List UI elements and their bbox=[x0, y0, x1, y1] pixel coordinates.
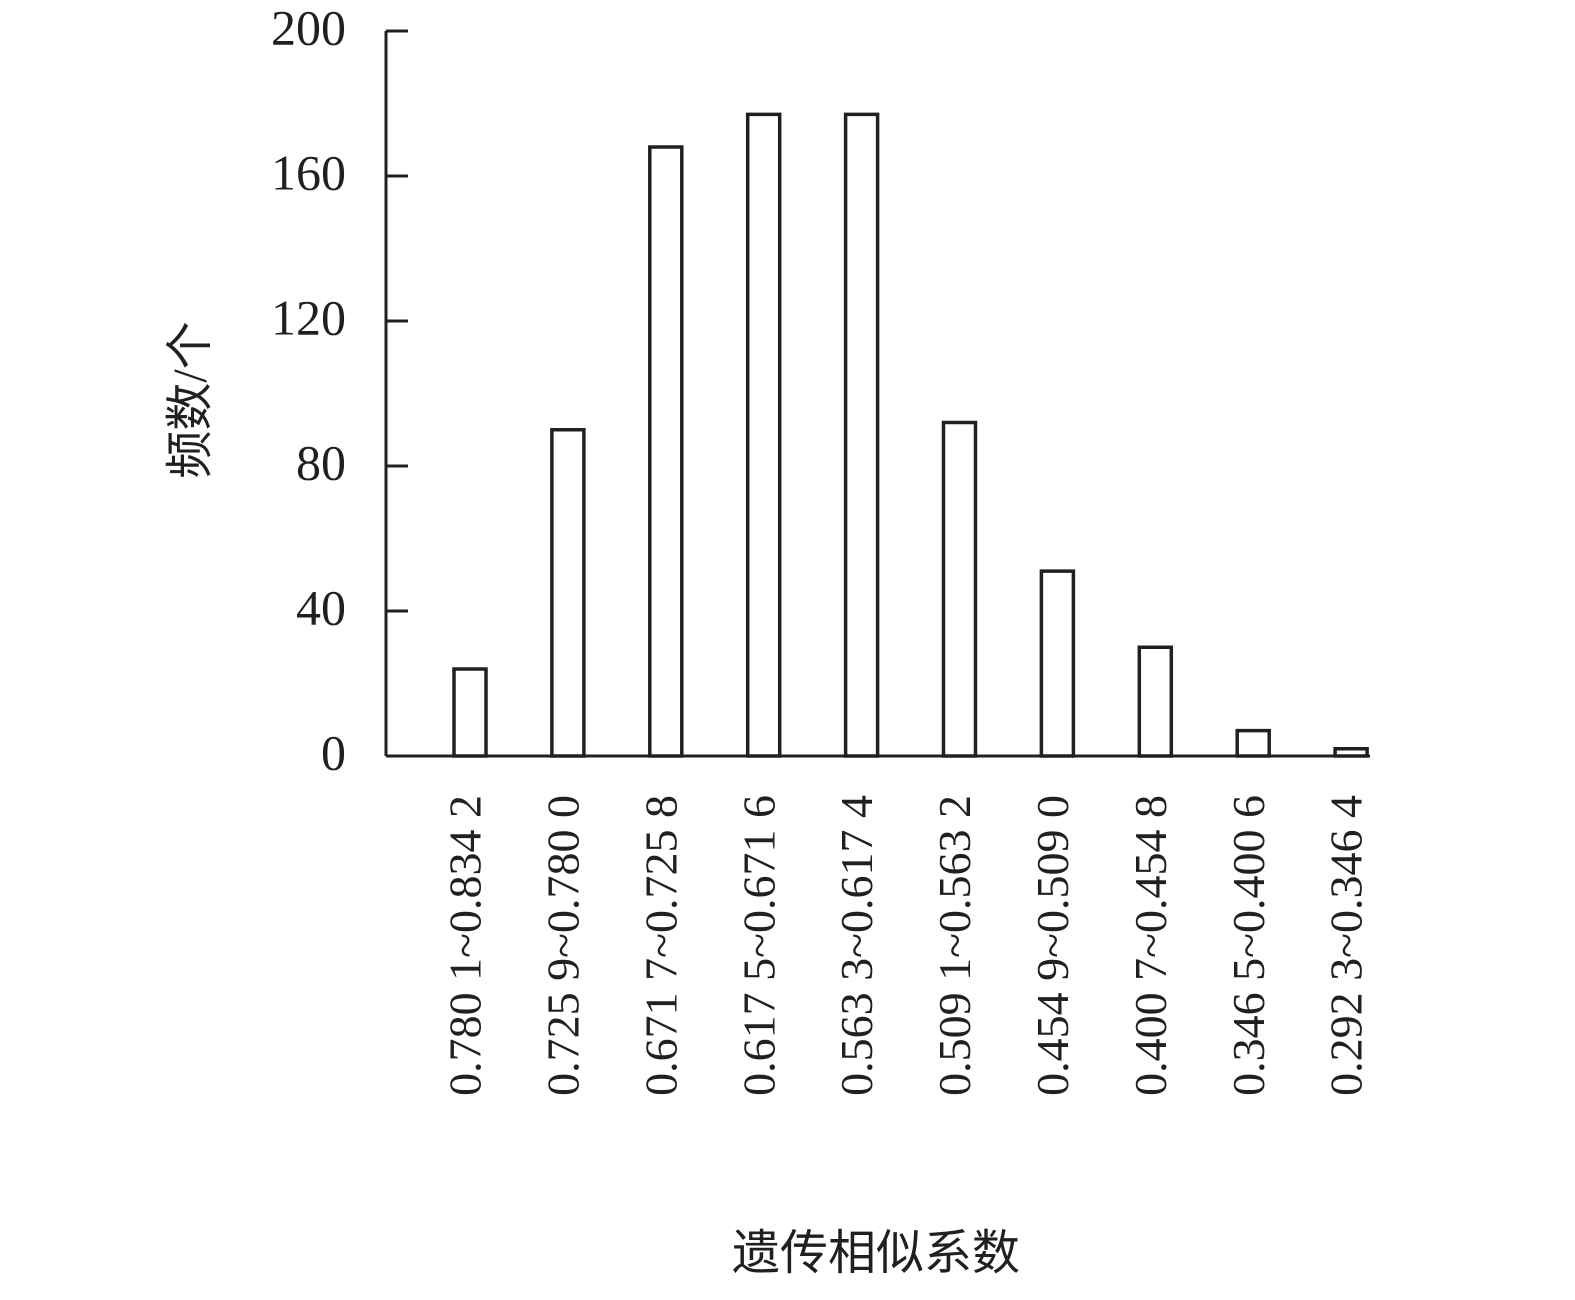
x-tick-label: 0.346 5~0.400 6 bbox=[1223, 795, 1274, 1096]
bar bbox=[745, 112, 782, 758]
bar bbox=[843, 112, 880, 758]
bar bbox=[941, 420, 978, 758]
y-tick-label: 120 bbox=[271, 289, 346, 345]
y-tick-label: 0 bbox=[321, 724, 346, 780]
bar bbox=[648, 145, 684, 758]
bar bbox=[1235, 728, 1271, 758]
bar bbox=[550, 428, 586, 758]
bar bbox=[452, 667, 488, 758]
y-axis-title: 频数/个 bbox=[164, 321, 217, 478]
x-tick-label: 0.509 1~0.563 2 bbox=[929, 795, 980, 1096]
y-tick-label: 160 bbox=[271, 144, 346, 200]
x-tick-label: 0.617 5~0.671 6 bbox=[733, 795, 784, 1096]
x-tick-label: 0.725 9~0.780 0 bbox=[537, 795, 588, 1096]
x-tick-label: 0.563 3~0.617 4 bbox=[831, 795, 882, 1096]
x-tick-label: 0.671 7~0.725 8 bbox=[635, 795, 686, 1096]
x-axis-title: 遗传相似系数 bbox=[732, 1227, 1020, 1280]
bar bbox=[1137, 645, 1174, 758]
y-tick-label: 80 bbox=[296, 434, 346, 490]
bar bbox=[1039, 569, 1076, 758]
bar bbox=[1333, 747, 1369, 758]
y-tick-label: 40 bbox=[296, 579, 346, 635]
x-tick-label: 0.454 9~0.509 0 bbox=[1027, 795, 1078, 1096]
x-tick-label: 0.400 7~0.454 8 bbox=[1125, 795, 1176, 1096]
x-tick-label: 0.292 3~0.346 4 bbox=[1321, 795, 1372, 1096]
y-tick-label: 200 bbox=[271, 0, 346, 55]
x-tick-label: 0.780 1~0.834 2 bbox=[440, 795, 491, 1096]
